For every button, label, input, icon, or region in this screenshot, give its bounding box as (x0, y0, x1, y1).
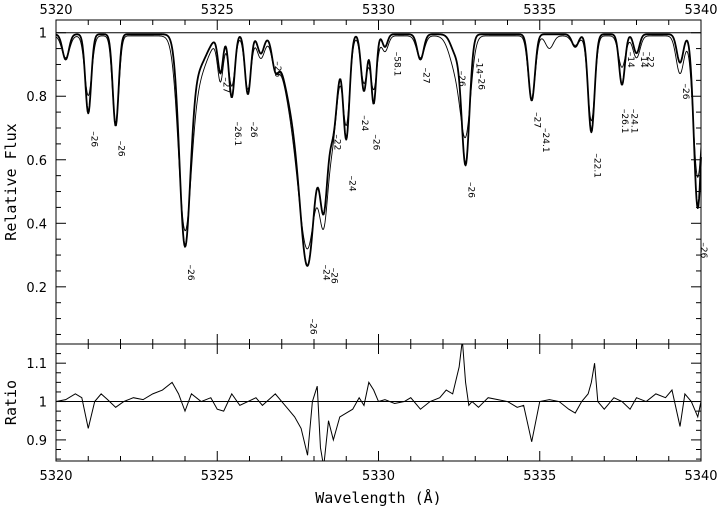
x-tick-label: 5335 (523, 469, 556, 484)
y-tick-label: 1 (39, 27, 47, 42)
line-id-label: –24.1 (628, 109, 638, 134)
x-tick-label: 5325 (201, 469, 234, 484)
line-id-label: –26 (116, 141, 126, 157)
line-id-label: –27 (532, 112, 542, 128)
y-tick-label: 0.2 (26, 281, 47, 296)
line-id-label: –26 (698, 242, 708, 258)
line-id-label: –24 (359, 115, 369, 131)
line-id-label: –58.1 (391, 52, 401, 77)
top-x-tick-label: 5325 (201, 3, 234, 18)
line-id-label: –14 (474, 58, 484, 74)
line-id-label: –27 (221, 77, 231, 93)
x-tick-label: 5340 (684, 469, 717, 484)
line-id-label: –26 (680, 84, 690, 100)
line-id-label: –14 (625, 52, 635, 68)
line-id-label: –22.1 (591, 153, 601, 178)
y-tick-label: 1 (39, 396, 47, 411)
line-id-label: –26 (88, 131, 98, 147)
ratio-axis-label: Ratio (2, 380, 20, 425)
top-x-tick-label: 5320 (39, 3, 72, 18)
model-spectrum-line (55, 35, 702, 250)
top-x-tick-label: 5335 (523, 3, 556, 18)
line-id-label: –24 (320, 265, 330, 281)
x-tick-label: 5330 (362, 469, 395, 484)
flux-axis-label: Relative Flux (2, 123, 20, 240)
line-id-label: –26 (248, 122, 258, 138)
top-x-tick-label: 5330 (362, 3, 395, 18)
y-tick-label: 0.8 (26, 90, 47, 105)
y-tick-label: 0.4 (26, 217, 47, 232)
line-id-label: –26 (185, 265, 195, 281)
ratio-panel: 5320 5325 5330 5335 5340 0.9 1 1.1 Ratio Waveleng… (2, 343, 718, 507)
observed-spectrum-line (55, 33, 702, 267)
line-id-label: –26.1 (232, 122, 242, 147)
flux-panel: –26–26–26–27–26.1 –26–26–26–24–26–22–24–2… (2, 3, 718, 345)
line-id-label: –22 (645, 52, 655, 68)
x-tick-label: 5320 (39, 469, 72, 484)
line-id-label: –22 (332, 134, 342, 150)
wavelength-axis-label: Wavelength (Å) (315, 488, 441, 507)
line-id-label: –26 (466, 182, 476, 198)
line-id-label: –24.1 (540, 128, 550, 153)
line-id-label: –26 (456, 71, 466, 87)
line-id-label: –27 (420, 68, 430, 84)
line-id-label: –26 (272, 61, 282, 77)
line-id-label: –26 (329, 268, 339, 284)
line-id-label: –26 (370, 134, 380, 150)
y-tick-label: 1.1 (26, 357, 47, 372)
flux-plot-frame (55, 19, 702, 345)
line-id-label: –26.1 (619, 109, 629, 134)
ratio-line (56, 344, 701, 461)
line-id-label: –24 (346, 176, 356, 192)
line-id-label: –14 (638, 52, 648, 68)
ratio-plot-frame (55, 343, 702, 462)
line-id-label: –26 (308, 319, 318, 335)
y-tick-label: 0.6 (26, 154, 47, 169)
top-x-tick-label: 5340 (684, 3, 717, 18)
y-tick-label: 0.9 (26, 434, 47, 449)
line-id-label: –26 (475, 74, 485, 90)
